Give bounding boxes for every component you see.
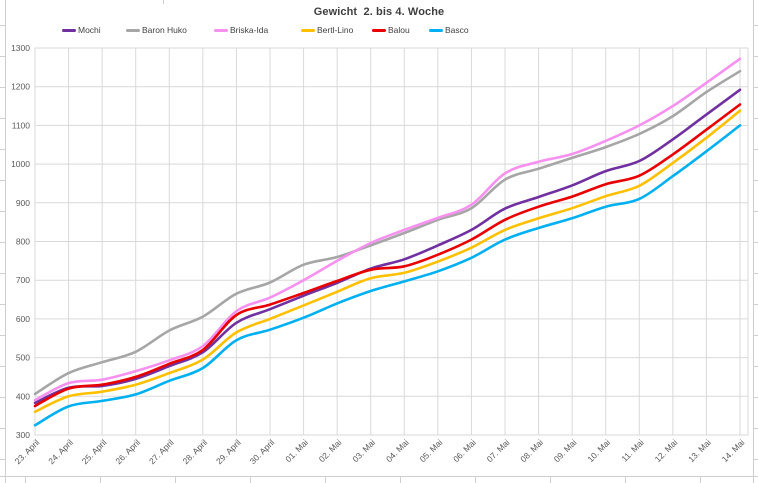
- legend-item-baron-huko[interactable]: Baron Huko: [126, 23, 187, 37]
- chart-title: Gewicht 2. bis 4. Woche: [313, 6, 445, 18]
- y-axis-label: 1100: [12, 120, 31, 130]
- x-axis-label: 24. April: [46, 437, 75, 466]
- series-line-balou[interactable]: [33, 103, 742, 408]
- series-line-basco[interactable]: [33, 124, 742, 427]
- legend-item-briska-ida[interactable]: Briska-Ida: [214, 23, 268, 37]
- x-axis-label: 13. Mai: [686, 437, 713, 464]
- x-axis-label: 29. April: [214, 437, 243, 466]
- x-axis-label: 09. Mai: [552, 437, 579, 464]
- x-axis-label: 05. Mai: [418, 437, 445, 464]
- y-axis-label: 500: [16, 353, 30, 363]
- y-axis-label: 600: [16, 314, 30, 324]
- legend-swatch-icon: [429, 28, 443, 32]
- x-axis-label: 27. April: [147, 437, 176, 466]
- chart-legend: Mochi Baron Huko Briska-Ida Bertl-Lino Balou…: [0, 23, 758, 37]
- x-axis-label: 04. Mai: [384, 437, 411, 464]
- x-axis-label: 07. Mai: [485, 437, 512, 464]
- y-axis-label: 300: [16, 430, 30, 440]
- y-axis-label: 700: [16, 275, 30, 285]
- x-axis-label: 01. Mai: [283, 437, 310, 464]
- legend-label: Mochi: [78, 25, 101, 35]
- legend-swatch-icon: [126, 28, 140, 32]
- legend-item-balou[interactable]: Balou: [372, 23, 410, 37]
- legend-swatch-icon: [301, 28, 315, 32]
- legend-swatch-icon: [62, 28, 76, 32]
- series-line-bertl-lino[interactable]: [33, 109, 742, 414]
- legend-label: Bertl-Lino: [317, 25, 354, 35]
- legend-label: Baron Huko: [142, 25, 187, 35]
- series-line-baron-huko[interactable]: [33, 69, 742, 396]
- x-axis-label: 08. Mai: [518, 437, 545, 464]
- x-axis-label: 06. Mai: [451, 437, 478, 464]
- x-axis-label: 25. April: [80, 437, 109, 466]
- legend-swatch-icon: [372, 28, 386, 32]
- y-axis-label: 400: [16, 391, 30, 401]
- y-axis-label: 1000: [11, 159, 30, 169]
- x-axis-label: 28. April: [181, 437, 210, 466]
- x-axis-label: 26. April: [113, 437, 142, 466]
- series-line-briska-ida[interactable]: [33, 57, 742, 402]
- legend-item-mochi[interactable]: Mochi: [62, 23, 101, 37]
- y-axis-label: 1200: [11, 82, 30, 92]
- x-axis-label: 23. April: [13, 437, 42, 466]
- x-axis-label: 02. Mai: [317, 437, 344, 464]
- series-line-mochi[interactable]: [33, 88, 742, 405]
- x-axis-label: 30. April: [248, 437, 277, 466]
- legend-label: Basco: [445, 25, 469, 35]
- x-axis-label: 12. Mai: [653, 437, 680, 464]
- y-axis-label: 800: [16, 237, 30, 247]
- x-axis-label: 11. Mai: [619, 437, 645, 463]
- legend-item-bertl-lino[interactable]: Bertl-Lino: [301, 23, 353, 37]
- legend-item-basco[interactable]: Basco: [429, 23, 469, 37]
- x-axis-label: 10. Mai: [585, 437, 612, 464]
- legend-label: Briska-Ida: [230, 25, 269, 35]
- plot-border: [34, 47, 749, 436]
- x-axis-label: 03. Mai: [350, 437, 377, 464]
- y-axis-label: 900: [16, 198, 30, 208]
- legend-swatch-icon: [214, 28, 228, 32]
- y-axis-label: 1300: [11, 43, 30, 53]
- legend-label: Balou: [388, 25, 410, 35]
- x-axis-label: 14. Mai: [720, 437, 747, 464]
